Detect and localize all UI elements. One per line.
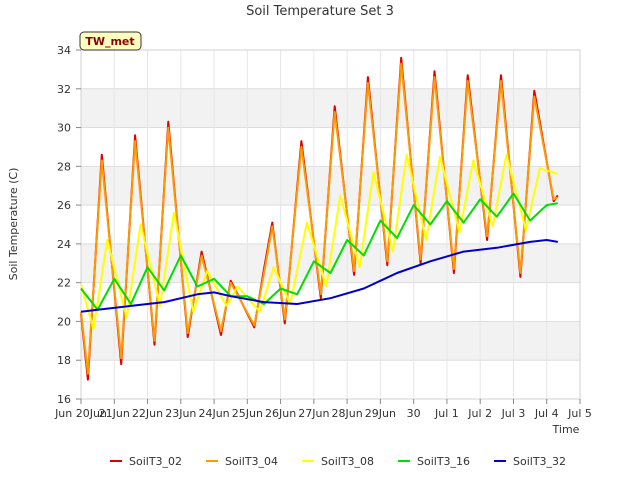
legend-label: SoilT3_02 [129, 455, 182, 468]
x-tick-label: 29Jun [365, 407, 396, 420]
x-tick-label: 27Jun [298, 407, 329, 420]
y-tick-label: 20 [57, 315, 71, 328]
y-tick-label: 30 [57, 122, 71, 135]
series-line-SoilT3_32 [80, 239, 558, 313]
y-tick-label: 16 [57, 393, 71, 406]
legend-item-SoilT3_32: SoilT3_32 [494, 455, 566, 468]
x-tick-label: Jul 2 [467, 407, 492, 420]
x-tick-label: 28Jun [332, 407, 363, 420]
x-axis-label: Time [552, 423, 580, 436]
site-badge: TW_met [79, 31, 142, 51]
series-line-SoilT3_04 [80, 62, 559, 375]
legend-label: SoilT3_32 [513, 455, 566, 468]
site-badge-label: TW_met [85, 35, 134, 48]
background-band [81, 321, 580, 361]
y-axis-ticks: 16 18 20 22 24 26 28 30 32 34 [57, 44, 81, 406]
legend-label: SoilT3_16 [417, 455, 470, 468]
y-tick-label: 22 [57, 277, 71, 290]
x-tick-label: 25Jun [232, 407, 263, 420]
legend-label: SoilT3_04 [225, 455, 278, 468]
x-tick-label: 23Jun [165, 407, 196, 420]
legend-item-SoilT3_02: SoilT3_02 [110, 455, 182, 468]
legend-label: SoilT3_08 [321, 455, 374, 468]
series-layer [80, 56, 559, 381]
x-tick-label: 26Jun [265, 407, 296, 420]
x-tick-label: Jun 20Jun [54, 407, 107, 420]
plot-frame [80, 49, 581, 400]
x-tick-label: Jul 4 [534, 407, 559, 420]
y-tick-label: 18 [57, 354, 71, 367]
y-tick-label: 28 [57, 160, 71, 173]
chart-title: Soil Temperature Set 3 [246, 4, 394, 19]
y-axis-label: Soil Temperature (C) [7, 168, 20, 281]
x-tick-label: Jul 1 [434, 407, 459, 420]
y-tick-label: 34 [57, 44, 71, 57]
x-tick-label: 30 [407, 407, 421, 420]
legend-item-SoilT3_08: SoilT3_08 [302, 455, 374, 468]
x-tick-label: 22Jun [132, 407, 163, 420]
series-line-SoilT3_16 [80, 192, 558, 311]
legend-item-SoilT3_16: SoilT3_16 [398, 455, 470, 468]
y-tick-label: 26 [57, 199, 71, 212]
y-tick-label: 32 [57, 83, 71, 96]
legend-item-SoilT3_04: SoilT3_04 [206, 455, 278, 468]
x-tick-label: 24Jun [198, 407, 229, 420]
x-tick-label: 21Jun [99, 407, 130, 420]
x-tick-label: Jul 5 [567, 407, 592, 420]
legend: SoilT3_02 SoilT3_04 SoilT3_08 SoilT3_16 Soil… [110, 455, 566, 468]
y-tick-label: 24 [57, 238, 71, 251]
x-tick-label: Jul 3 [501, 407, 526, 420]
series-line-SoilT3_08 [80, 153, 559, 331]
